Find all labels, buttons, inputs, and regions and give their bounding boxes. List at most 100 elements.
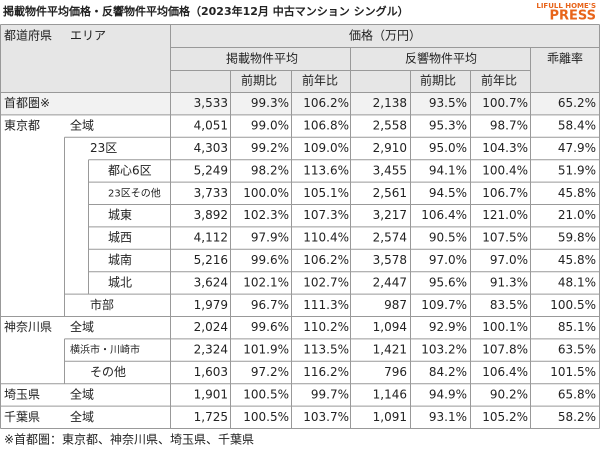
cell-value: 1,725	[194, 410, 228, 424]
cell-value: 3,533	[194, 96, 228, 110]
cell-value: 109.7%	[421, 298, 467, 312]
cell-value: 95.3%	[429, 119, 467, 133]
cell-value: 107.3%	[303, 208, 349, 222]
cell-value: 100.7%	[482, 96, 528, 110]
cell-value: 2,447	[373, 275, 407, 289]
cell-value: 99.2%	[251, 141, 289, 155]
header-sub: 前年比	[302, 73, 338, 88]
row-label: 城東	[108, 208, 132, 222]
cell-value: 94.1%	[429, 163, 467, 177]
cell-value: 100.5%	[243, 410, 289, 424]
logo-main: PRESS	[549, 9, 596, 24]
cell-value: 987	[384, 298, 407, 312]
cell-value: 99.7%	[311, 387, 349, 401]
title: 掲載物件平均価格・反響物件平均価格（2023年12月 中古マンション シングル）	[3, 4, 409, 18]
cell-value: 106.2%	[303, 253, 349, 267]
header-sub: 前期比	[420, 73, 456, 88]
cell-value: 97.2%	[251, 365, 289, 379]
row-label: 全域	[70, 409, 94, 424]
cell-value: 107.5%	[482, 231, 528, 245]
cell-value: 102.3%	[243, 208, 289, 222]
cell-value: 3,455	[373, 163, 407, 177]
header-area-2: エリア	[70, 29, 106, 43]
header-sub: 前年比	[481, 73, 517, 88]
cell-value: 21.0%	[558, 208, 596, 222]
cell-value: 58.4%	[558, 119, 596, 133]
cell-value: 106.2%	[303, 96, 349, 110]
cell-value: 100.5%	[550, 298, 596, 312]
cell-value: 96.7%	[251, 298, 289, 312]
footnote: ※首都圏：東京都、神奈川県、埼玉県、千葉県	[4, 433, 254, 447]
cell-value: 95.6%	[429, 275, 467, 289]
logo-top: LIFULL HOME'S	[536, 2, 596, 10]
cell-value: 45.8%	[558, 186, 596, 200]
cell-value: 65.2%	[558, 96, 596, 110]
header-inquired: 反響物件平均	[405, 51, 477, 66]
cell-value: 105.1%	[303, 186, 349, 200]
cell-value: 98.2%	[251, 163, 289, 177]
cell-value: 104.3%	[482, 141, 528, 155]
cell-value: 1,603	[194, 365, 228, 379]
cell-value: 3,578	[373, 253, 407, 267]
cell-value: 99.3%	[251, 96, 289, 110]
cell-value: 93.1%	[429, 410, 467, 424]
row-label: 首都圏※	[4, 96, 50, 110]
row-label: 都心6区	[108, 163, 152, 177]
cell-value: 1,979	[194, 298, 228, 312]
cell-value: 47.9%	[558, 141, 596, 155]
row-label: 城西	[108, 231, 132, 245]
cell-value: 51.9%	[558, 163, 596, 177]
cell-value: 2,561	[373, 186, 407, 200]
row-label: 埼玉県	[4, 387, 40, 401]
cell-value: 95.0%	[429, 141, 467, 155]
cell-value: 4,051	[194, 119, 228, 133]
cell-value: 103.7%	[303, 410, 349, 424]
cell-value: 100.4%	[482, 163, 528, 177]
cell-value: 109.0%	[303, 141, 349, 155]
row-label: 東京都	[4, 119, 40, 133]
cell-value: 116.2%	[303, 365, 349, 379]
cell-value: 3,892	[194, 208, 228, 222]
cell-value: 106.4%	[482, 365, 528, 379]
row-label: 千葉県	[4, 410, 40, 424]
cell-value: 121.0%	[482, 208, 528, 222]
row-label: 横浜市・川崎市	[70, 343, 140, 356]
cell-value: 2,558	[373, 119, 407, 133]
cell-value: 2,024	[194, 320, 228, 334]
cell-value: 1,091	[373, 410, 407, 424]
cell-value: 48.1%	[558, 275, 596, 289]
row-label: 城南	[108, 252, 132, 267]
cell-value: 97.0%	[429, 253, 467, 267]
cell-value: 110.2%	[303, 320, 349, 334]
cell-value: 3,733	[194, 186, 228, 200]
cell-value: 94.9%	[429, 387, 467, 401]
cell-value: 4,112	[194, 231, 228, 245]
cell-value: 2,138	[373, 96, 407, 110]
cell-value: 4,303	[194, 141, 228, 155]
header-price: 価格（万円）	[349, 28, 421, 43]
cell-value: 1,421	[373, 343, 407, 357]
row-label: 23区その他	[108, 186, 161, 199]
cell-value: 45.8%	[558, 253, 596, 267]
row-label: 神奈川県	[4, 320, 52, 334]
cell-value: 97.9%	[251, 231, 289, 245]
cell-value: 58.2%	[558, 410, 596, 424]
cell-value: 90.5%	[429, 231, 467, 245]
cell-value: 90.2%	[490, 387, 528, 401]
cell-value: 107.8%	[482, 343, 528, 357]
cell-value: 102.1%	[243, 275, 289, 289]
header-sub: 前期比	[241, 73, 277, 88]
row-label: 市部	[90, 297, 114, 312]
cell-value: 1,094	[373, 320, 407, 334]
cell-value: 99.0%	[251, 119, 289, 133]
cell-value: 2,324	[194, 343, 228, 357]
cell-value: 100.0%	[243, 186, 289, 200]
cell-value: 92.9%	[429, 320, 467, 334]
cell-value: 91.3%	[490, 275, 528, 289]
cell-value: 106.8%	[303, 119, 349, 133]
cell-value: 3,217	[373, 208, 407, 222]
row-label: その他	[90, 365, 126, 379]
header-area-1: 都道府県	[4, 28, 52, 43]
row-bg	[0, 92, 600, 115]
